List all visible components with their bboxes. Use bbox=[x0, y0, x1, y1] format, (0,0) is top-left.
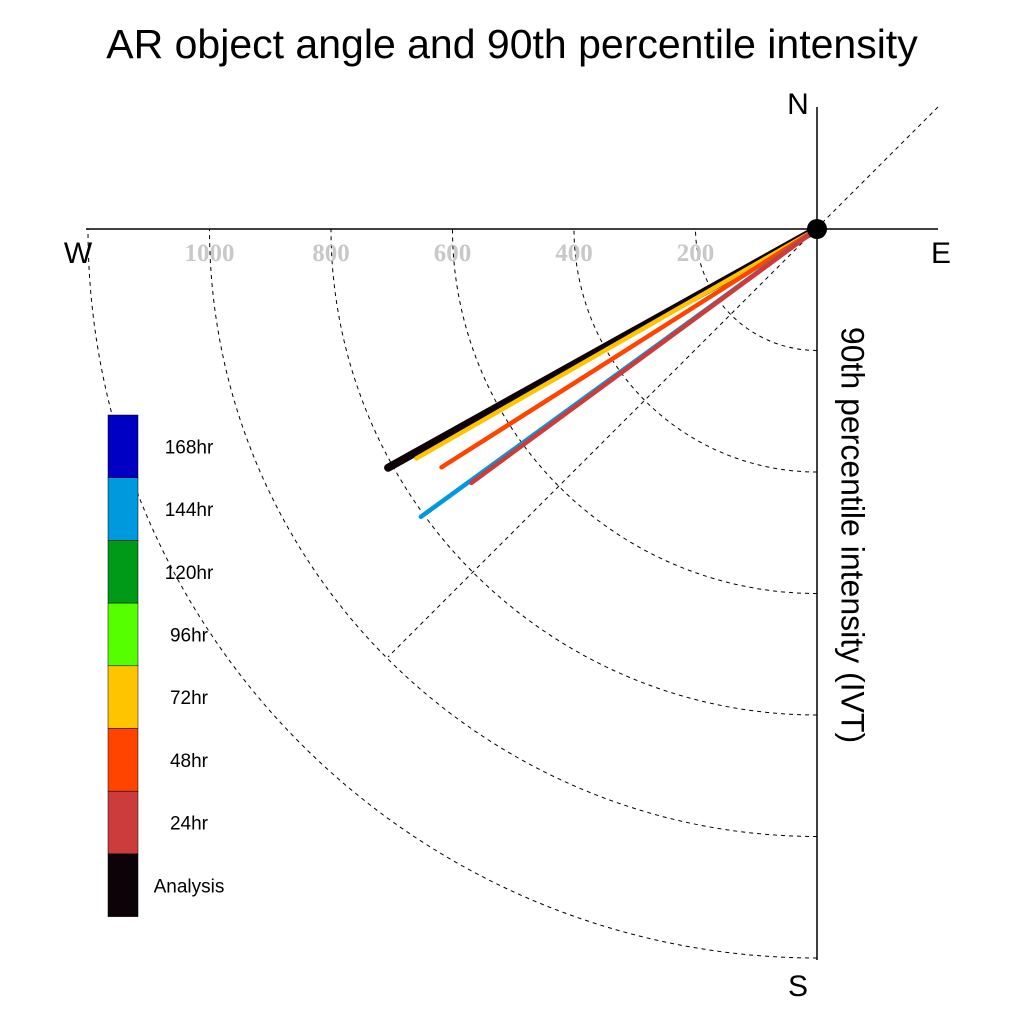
legend-label-24hr: 24hr bbox=[170, 814, 209, 835]
radial-ring-1200 bbox=[87, 228, 818, 959]
legend-swatch-96hr bbox=[107, 602, 139, 667]
compass-west: W bbox=[64, 237, 93, 270]
vector-48hr bbox=[439, 226, 820, 470]
compass-east: E bbox=[931, 237, 951, 270]
radial-tick-labels: 1000 800 600 400 200 bbox=[185, 240, 715, 267]
radial-tick-label-600: 600 bbox=[434, 240, 472, 267]
legend-label-48hr: 48hr bbox=[170, 751, 209, 772]
intensity-vectors bbox=[384, 225, 821, 520]
origin-dot bbox=[807, 219, 827, 239]
legend: 168hr 144hr 120hr 96hr 72hr 48hr 24hr Analysis bbox=[107, 414, 225, 917]
radial-tick-label-200: 200 bbox=[677, 240, 715, 267]
legend-swatch-24hr bbox=[107, 790, 139, 855]
radial-tick-label-400: 400 bbox=[555, 240, 593, 267]
radial-ring-800 bbox=[330, 228, 818, 716]
legend-label-96hr: 96hr bbox=[170, 625, 209, 646]
radial-rings bbox=[87, 228, 818, 959]
legend-swatch-168hr bbox=[107, 414, 139, 478]
radial-ring-600 bbox=[452, 228, 818, 594]
chart-title: AR object angle and 90th percentile inte… bbox=[106, 21, 918, 67]
legend-swatch-120hr bbox=[107, 540, 139, 604]
compass-south: S bbox=[788, 970, 808, 1003]
radial-tick-label-1000: 1000 bbox=[185, 240, 235, 267]
legend-label-144hr: 144hr bbox=[165, 500, 214, 521]
radial-ring-200 bbox=[695, 228, 818, 351]
compass-north: N bbox=[787, 88, 809, 121]
diagonal-reference-line bbox=[387, 106, 939, 658]
radial-tick-label-800: 800 bbox=[312, 240, 350, 267]
legend-swatch-analysis bbox=[107, 853, 139, 917]
radial-ring-1000 bbox=[209, 228, 818, 837]
legend-swatch-72hr bbox=[107, 665, 139, 729]
y-axis-label: 90th percentile intensity (IVT) bbox=[835, 327, 871, 743]
legend-swatch-144hr bbox=[107, 477, 139, 541]
legend-label-120hr: 120hr bbox=[165, 563, 214, 584]
legend-label-analysis: Analysis bbox=[154, 876, 225, 897]
vector-72hr bbox=[414, 226, 820, 461]
legend-label-72hr: 72hr bbox=[170, 688, 209, 709]
legend-label-168hr: 168hr bbox=[165, 437, 214, 458]
legend-swatch-48hr bbox=[107, 728, 139, 792]
vector-24hr bbox=[469, 226, 820, 486]
